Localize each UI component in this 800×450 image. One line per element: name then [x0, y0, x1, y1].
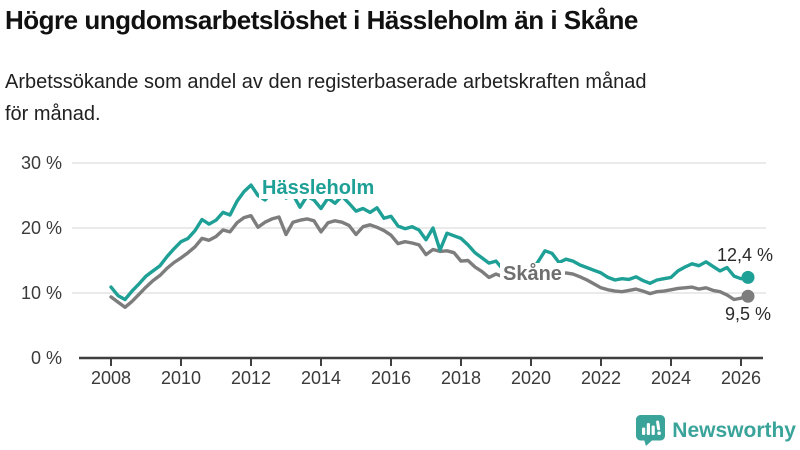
- x-axis-label-2010: 2010: [161, 368, 201, 388]
- x-axis-label-2012: 2012: [231, 368, 271, 388]
- newsworthy-icon: [636, 415, 666, 446]
- x-axis-label-2016: 2016: [371, 368, 411, 388]
- series-label-skane: Skåne: [500, 263, 565, 285]
- chart-title: Högre ungdomsarbetslöshet i Hässleholm ä…: [5, 5, 638, 35]
- newsworthy-wordmark: Newsworthy: [672, 418, 796, 442]
- x-axis-label-2014: 2014: [301, 368, 341, 388]
- line-chart: 30 % 20 % 10 % 0 % 2008 2010 2012 2014 2016 2018 2…: [21, 153, 766, 388]
- newsworthy-logo[interactable]: Newsworthy: [636, 415, 796, 446]
- end-dot-skåne: [741, 289, 755, 303]
- end-value-skane: 9,5 %: [725, 304, 772, 324]
- chart-subtitle: Arbetssökande som andel av den registerb…: [5, 66, 795, 130]
- y-axis-label-30: 30 %: [21, 153, 62, 173]
- x-axis-label-2018: 2018: [441, 368, 481, 388]
- series-label-hassleholm: Hässleholm: [259, 177, 378, 199]
- y-axis-label-20: 20 %: [21, 218, 62, 238]
- series-line-skåne: [109, 213, 750, 310]
- x-axis-label-2022: 2022: [581, 368, 621, 388]
- y-axis-label-10: 10 %: [21, 283, 62, 303]
- end-dot-hässleholm: [741, 270, 755, 284]
- x-axis-label-2026: 2026: [721, 368, 761, 388]
- x-axis-label-2020: 2020: [511, 368, 551, 388]
- series-line-hässleholm: [109, 183, 750, 302]
- y-axis-label-0: 0 %: [31, 348, 62, 368]
- x-axis-label-2008: 2008: [91, 368, 131, 388]
- x-axis-label-2024: 2024: [651, 368, 691, 388]
- end-value-hassleholm: 12,4 %: [717, 245, 774, 265]
- chart-subtitle-line1: Arbetssökande som andel av den registerb…: [5, 71, 647, 93]
- chart-subtitle-line2: för månad.: [5, 103, 101, 125]
